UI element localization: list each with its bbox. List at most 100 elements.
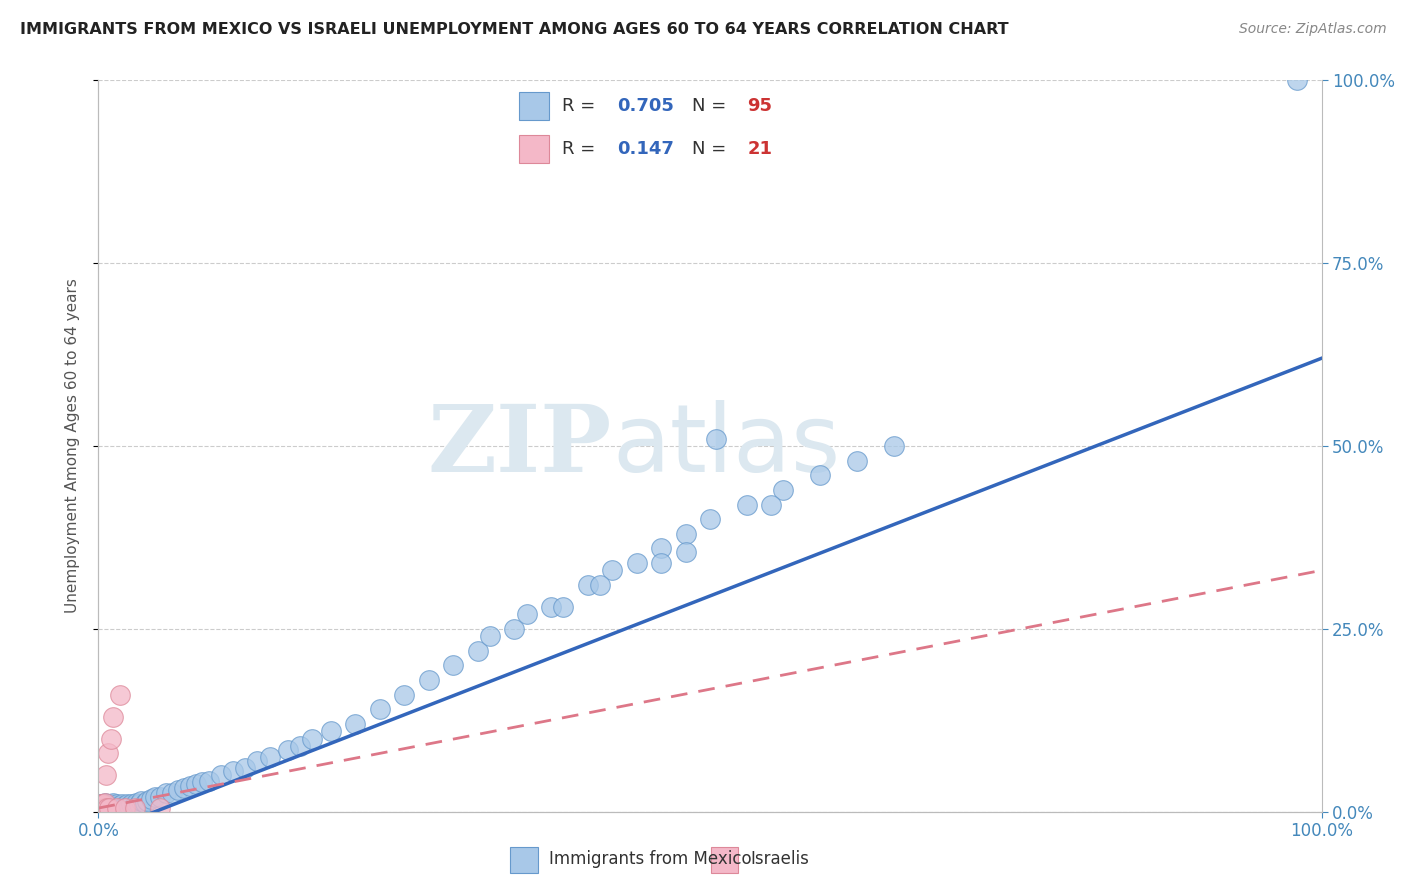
Point xyxy=(91,797,114,812)
Point xyxy=(344,717,367,731)
Point xyxy=(576,578,599,592)
Point xyxy=(149,790,172,805)
Y-axis label: Unemployment Among Ages 60 to 64 years: Unemployment Among Ages 60 to 64 years xyxy=(65,278,80,614)
Point xyxy=(91,801,114,815)
Point xyxy=(160,787,183,801)
Point xyxy=(149,801,172,815)
Point xyxy=(104,798,127,813)
Point xyxy=(111,797,134,812)
Point xyxy=(540,599,562,614)
Point xyxy=(167,782,190,797)
Point xyxy=(91,798,114,813)
FancyBboxPatch shape xyxy=(519,92,550,120)
Point xyxy=(808,468,831,483)
Point xyxy=(94,797,117,812)
Point xyxy=(699,512,721,526)
Point xyxy=(98,798,121,813)
Point xyxy=(89,803,111,817)
Point xyxy=(107,801,129,815)
Point xyxy=(503,622,526,636)
Point xyxy=(259,749,281,764)
Point xyxy=(90,798,112,813)
Point xyxy=(101,801,124,815)
Point xyxy=(91,797,114,812)
FancyBboxPatch shape xyxy=(510,847,537,872)
Text: R =: R = xyxy=(562,96,600,114)
Point xyxy=(129,794,152,808)
Point xyxy=(91,801,114,815)
Text: IMMIGRANTS FROM MEXICO VS ISRAELI UNEMPLOYMENT AMONG AGES 60 TO 64 YEARS CORRELA: IMMIGRANTS FROM MEXICO VS ISRAELI UNEMPL… xyxy=(20,22,1008,37)
Point xyxy=(222,764,245,779)
Text: Source: ZipAtlas.com: Source: ZipAtlas.com xyxy=(1239,22,1386,37)
Point xyxy=(1286,73,1309,87)
Point xyxy=(94,801,117,815)
Point xyxy=(101,798,124,813)
Point xyxy=(478,629,501,643)
Point xyxy=(122,798,145,813)
Point xyxy=(246,754,269,768)
Point xyxy=(91,801,114,815)
Point xyxy=(105,801,128,815)
Point xyxy=(191,775,214,789)
Point xyxy=(290,739,312,753)
Point xyxy=(117,801,139,815)
Point xyxy=(96,801,118,815)
Point xyxy=(90,801,112,815)
Point xyxy=(134,796,156,810)
Point xyxy=(186,777,208,791)
Point xyxy=(111,801,134,815)
Text: N =: N = xyxy=(692,140,731,158)
Point xyxy=(675,526,697,541)
Point xyxy=(100,797,122,812)
Point xyxy=(98,801,121,815)
Point xyxy=(233,761,256,775)
Point xyxy=(319,724,342,739)
Point xyxy=(883,439,905,453)
Point xyxy=(626,556,648,570)
Point xyxy=(93,796,115,810)
Point xyxy=(392,688,416,702)
Point xyxy=(553,599,575,614)
Point xyxy=(103,801,125,815)
Point xyxy=(136,794,159,808)
Text: atlas: atlas xyxy=(612,400,841,492)
Point xyxy=(209,768,232,782)
Point xyxy=(91,800,114,814)
Point xyxy=(90,801,112,815)
Point xyxy=(98,801,121,815)
Point xyxy=(704,432,727,446)
Point xyxy=(761,498,783,512)
Point xyxy=(101,801,124,815)
Point xyxy=(97,797,120,812)
Point xyxy=(94,768,117,782)
Point xyxy=(93,801,115,815)
Point xyxy=(179,779,201,793)
Text: R =: R = xyxy=(562,140,600,158)
Point xyxy=(139,791,162,805)
Point xyxy=(93,801,115,815)
Point xyxy=(108,798,131,813)
Point xyxy=(675,545,697,559)
Point xyxy=(100,801,122,815)
Point xyxy=(101,709,124,723)
Point xyxy=(650,556,672,570)
Text: N =: N = xyxy=(692,96,731,114)
Point xyxy=(368,702,391,716)
Point xyxy=(91,801,114,815)
Point xyxy=(515,607,537,622)
Point xyxy=(96,801,118,815)
Text: 95: 95 xyxy=(748,96,772,114)
Point xyxy=(155,787,177,801)
Point xyxy=(441,658,464,673)
Point xyxy=(97,746,120,760)
Point xyxy=(124,801,146,815)
Point xyxy=(112,798,135,813)
Point xyxy=(125,796,148,810)
Point xyxy=(173,781,195,796)
Text: Immigrants from Mexico: Immigrants from Mexico xyxy=(550,849,752,868)
Text: ZIP: ZIP xyxy=(427,401,612,491)
FancyBboxPatch shape xyxy=(519,135,550,162)
Point xyxy=(110,688,132,702)
Point xyxy=(772,483,794,497)
Point xyxy=(97,801,120,815)
